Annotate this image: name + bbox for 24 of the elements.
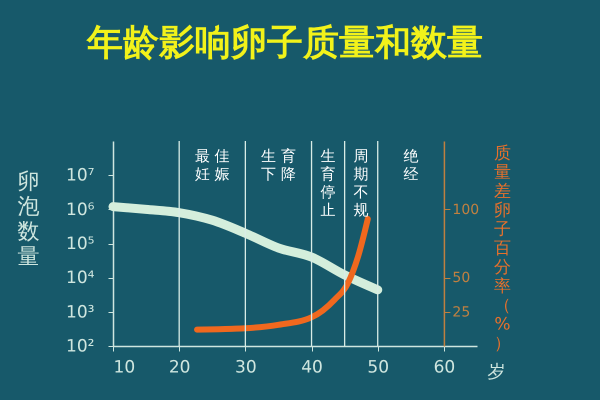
y-tick-label: 10³: [66, 302, 94, 322]
chart-title: 年龄影响卵子质量和数量: [86, 22, 483, 64]
y-tick-label: 10⁴: [66, 268, 95, 288]
annotation: 绝经: [403, 147, 418, 183]
x-tick-label: 10: [114, 358, 136, 378]
annotation: 生 育下 降: [261, 147, 296, 183]
x-axis-title: 岁: [488, 362, 506, 382]
x-tick-label: 50: [367, 358, 390, 378]
annotation: 最 佳妊 娠: [194, 147, 230, 183]
x-tick-label: 30: [235, 358, 257, 378]
y-tick-label: 10⁷: [66, 166, 95, 186]
y-tick-label: 10²: [66, 336, 94, 356]
y2-tick-label: 100: [452, 202, 480, 218]
text: 质量差卵子百分率（%）: [494, 144, 511, 354]
y2-tick-label: 50: [452, 270, 470, 286]
y2-tick-label: 25: [452, 304, 470, 320]
annotation: 周期不规: [354, 147, 369, 219]
y-axis-title: 卵泡数量: [18, 170, 40, 270]
annotation: 生育停止: [320, 147, 336, 219]
y-tick-label: 10⁵: [66, 234, 94, 254]
x-tick-label: 60: [434, 358, 456, 378]
y-tick-label: 10⁶: [66, 200, 95, 220]
x-tick-label: 40: [301, 358, 323, 378]
x-tick-label: 20: [168, 358, 190, 378]
